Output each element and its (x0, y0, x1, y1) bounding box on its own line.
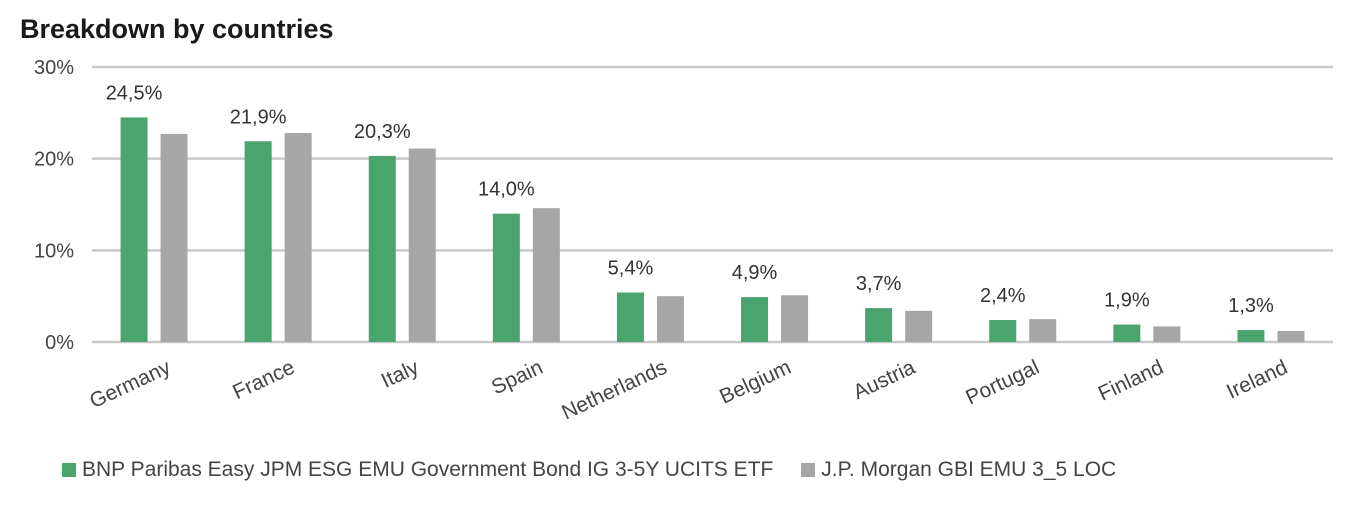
x-tick-label: Spain (488, 356, 546, 400)
bar-bnp-germany (120, 117, 148, 343)
data-label: 21,9% (230, 106, 287, 128)
legend-swatch-jpm (801, 463, 816, 477)
bar-jpm-finland (1153, 326, 1181, 342)
x-tick-label: Italy (378, 355, 423, 392)
data-label: 14,0% (478, 179, 535, 201)
x-tick-label: Austria (850, 356, 919, 405)
legend-item-bnp: BNP Paribas Easy JPM ESG EMU Government … (62, 458, 773, 482)
bar-jpm-portugal (1029, 319, 1057, 342)
x-tick-label: France (229, 356, 298, 404)
x-tick-label: Ireland (1223, 356, 1291, 404)
bar-jpm-italy (408, 148, 436, 342)
bar-bnp-finland (1113, 324, 1141, 342)
chart-title: Breakdown by countries (20, 14, 334, 44)
bar-bnp-france (244, 141, 272, 342)
legend-label-jpm: J.P. Morgan GBI EMU 3_5 LOC (821, 458, 1117, 481)
bar-jpm-austria (905, 310, 933, 342)
bar-jpm-spain (532, 208, 560, 342)
x-tick-label: Belgium (716, 356, 794, 409)
x-tick-label: Portugal (962, 356, 1043, 410)
bar-bnp-austria (865, 308, 893, 342)
y-tick-label: 20% (34, 149, 74, 171)
data-label: 1,3% (1228, 295, 1274, 317)
x-tick-label: Netherlands (558, 356, 670, 425)
bar-jpm-germany (160, 133, 188, 342)
data-label: 20,3% (354, 121, 411, 143)
legend-swatch-bnp (62, 463, 76, 477)
legend-item-jpm: J.P. Morgan GBI EMU 3_5 LOC (801, 458, 1116, 482)
bar-jpm-ireland (1277, 331, 1305, 342)
data-label: 4,9% (732, 262, 778, 284)
data-label: 1,9% (1104, 290, 1150, 312)
chart-legend: BNP Paribas Easy JPM ESG EMU Government … (62, 458, 1144, 482)
data-label: 3,7% (856, 273, 902, 295)
y-tick-label: 10% (34, 240, 74, 262)
data-label: 24,5% (106, 82, 163, 104)
y-tick-label: 0% (45, 332, 74, 354)
bar-bnp-ireland (1237, 330, 1265, 342)
bar-bnp-belgium (741, 297, 769, 342)
legend-label-bnp: BNP Paribas Easy JPM ESG EMU Government … (82, 458, 774, 481)
bar-jpm-belgium (781, 295, 809, 342)
bar-jpm-netherlands (656, 296, 684, 342)
bar-bnp-spain (492, 213, 520, 342)
bar-bnp-italy (368, 155, 396, 342)
data-label: 2,4% (980, 285, 1026, 307)
data-label: 5,4% (608, 258, 654, 280)
bar-bnp-netherlands (616, 292, 644, 342)
bar-jpm-france (284, 133, 312, 342)
bar-bnp-portugal (989, 320, 1017, 342)
x-tick-label: Finland (1095, 356, 1167, 406)
y-tick-label: 30% (34, 57, 74, 79)
x-tick-label: Germany (86, 355, 174, 413)
